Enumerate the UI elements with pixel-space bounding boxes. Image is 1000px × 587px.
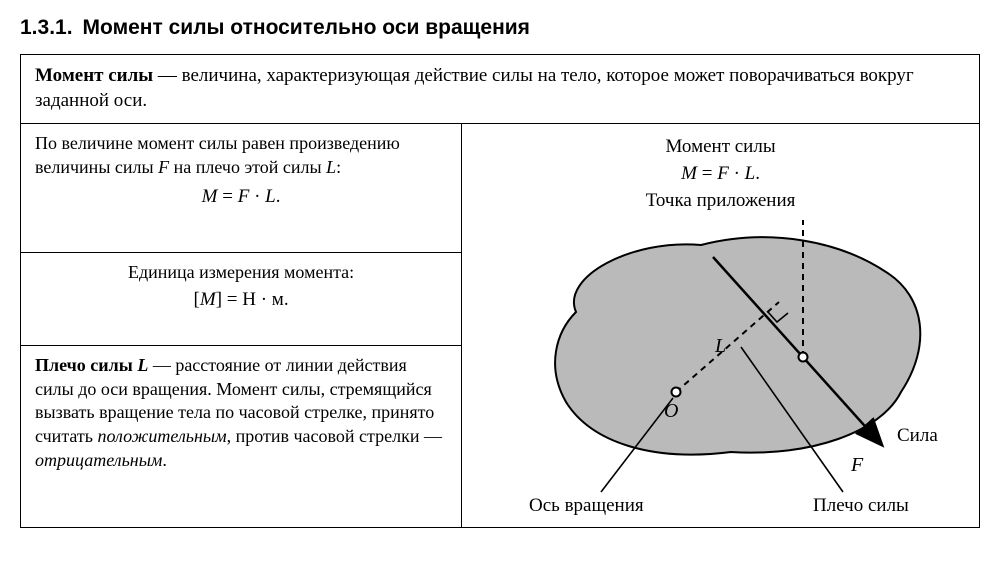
section-number: 1.3.1. <box>20 16 73 39</box>
diagram-title: Момент силы <box>476 134 965 159</box>
arm-mid: , против часовой стрелки — <box>227 426 442 446</box>
unit-eq: [M] = Н · м. <box>35 287 447 312</box>
label-axis: Ось вращения <box>529 495 644 516</box>
diagram-eq: M = F · L. <box>476 161 965 186</box>
section-title-text: Момент силы относительно оси вращения <box>83 16 530 39</box>
eq-m: M <box>202 186 218 207</box>
formula-mid: на плечо этой силы <box>169 157 326 177</box>
label-l: L <box>714 335 726 357</box>
label-o: O <box>664 400 678 422</box>
axis-point <box>671 388 680 397</box>
arm-term-text: Плечо силы <box>35 355 137 375</box>
diagram-app-point: Точка приложения <box>476 188 965 213</box>
unit-cell: Единица измерения момента: [M] = Н · м. <box>21 253 462 345</box>
arm-term-l: L <box>137 355 148 375</box>
application-point <box>798 353 807 362</box>
eq-dot: · <box>249 186 265 207</box>
arm-neg: отрицательным <box>35 450 162 470</box>
content-table: Момент силы — величина, характеризующая … <box>20 54 980 528</box>
arm-pos: положительным <box>98 426 227 446</box>
deq-eq: = <box>697 163 717 184</box>
arm-term: Плечо силы L <box>35 355 148 375</box>
eq-eq: = <box>217 186 237 207</box>
eq-f: F <box>238 186 250 207</box>
formula-cell: По величине момент силы равен про­изведе… <box>21 124 462 253</box>
unit-rhs: = Н · м. <box>222 289 289 310</box>
formula-tail: : <box>336 157 341 177</box>
label-fvar: F <box>850 454 864 476</box>
unit-m: M <box>200 289 216 310</box>
arm-period: . <box>162 450 167 470</box>
eq-l: L <box>265 186 276 207</box>
definition-term: Момент силы <box>35 65 153 86</box>
section-title: 1.3.1. Момент силы относительно оси враще… <box>20 16 980 40</box>
eq-period: . <box>276 186 281 207</box>
arm-cell: Плечо силы L — расстояние от линии дейст… <box>21 345 462 528</box>
deq-period: . <box>755 163 760 184</box>
deq-l: L <box>745 163 756 184</box>
moment-diagram: L O Ось вращения Плечо силы F Сила <box>481 217 961 517</box>
label-force: Сила <box>897 425 938 446</box>
definition-cell: Момент силы — величина, характеризующая … <box>21 55 980 124</box>
formula-eq: M = F · L. <box>35 184 447 209</box>
formula-var-l: L <box>326 157 336 177</box>
definition-text: — величина, характеризующая действие сил… <box>35 65 914 111</box>
body-shape <box>555 238 920 455</box>
deq-f: F <box>717 163 729 184</box>
formula-var-f: F <box>158 157 169 177</box>
deq-m: M <box>681 163 697 184</box>
label-arm: Плечо силы <box>813 495 909 516</box>
diagram-cell: Момент силы M = F · L. Точка приложения <box>462 124 980 528</box>
deq-dot: · <box>729 163 745 184</box>
unit-line1: Единица измерения момента: <box>35 261 447 285</box>
